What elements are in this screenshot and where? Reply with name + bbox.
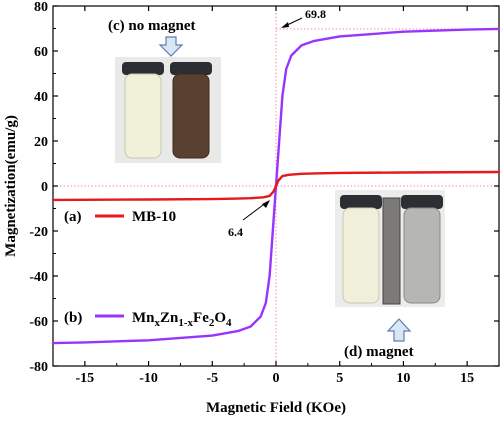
vial-milky — [124, 73, 162, 159]
axis-ticks — [52, 5, 500, 367]
x-tick-label: 15 — [460, 371, 474, 386]
formula-sub-x: x — [155, 317, 161, 329]
y-axis-title: Magnetization(emu/g) — [3, 115, 19, 257]
x-tick-label: 10 — [396, 371, 410, 386]
y-tick-label: -40 — [29, 270, 48, 285]
x-tick-label: -15 — [76, 371, 95, 386]
vial-brown — [172, 73, 210, 159]
x-tick-label: 5 — [336, 371, 343, 386]
magnet-bar — [382, 197, 401, 305]
arrowhead-icon — [281, 22, 289, 28]
series-layer — [51, 27, 501, 345]
formula-sub-2: 2 — [209, 317, 215, 329]
vial-cap — [401, 195, 443, 209]
magnet-label: (d) magnet — [344, 344, 414, 360]
y-tick-label: 60 — [34, 45, 48, 60]
legend-panel-b: (b) — [64, 310, 82, 326]
formula-fe: Fe — [193, 310, 209, 326]
y-tick-label: 40 — [34, 90, 48, 105]
y-tick-label: -20 — [29, 225, 48, 240]
vial-clear — [403, 207, 441, 304]
annotation-6-4: 6.4 — [228, 225, 243, 239]
y-tick-label: 20 — [34, 135, 48, 150]
formula-sub-1-x: 1-x — [178, 317, 193, 329]
up-arrow-icon — [386, 318, 412, 342]
formula-mn: Mn — [132, 310, 155, 326]
vial-cap — [122, 62, 164, 75]
legend-label-ferrite: MnxZn1-xFe2O4 — [132, 310, 232, 329]
formula-zn: Zn — [160, 310, 179, 326]
tick-labels: -15 -10 -5 0 5 10 15 -80 -60 -40 -20 0 20 40 60 80 — [29, 0, 474, 386]
vial-cap — [170, 62, 212, 75]
legend-label-mb10: MB-10 — [132, 209, 176, 225]
down-arrow-icon — [158, 36, 184, 57]
arrowhead-icon — [262, 200, 270, 208]
magnet-photo — [335, 190, 445, 307]
y-tick-label: -80 — [29, 360, 48, 375]
annotations: 69.8 6.4 — [228, 7, 326, 239]
vial-milky — [342, 207, 380, 304]
no-magnet-photo — [115, 57, 221, 163]
x-tick-label: -5 — [206, 371, 218, 386]
x-tick-label: -10 — [139, 371, 158, 386]
y-tick-label: 0 — [41, 180, 48, 195]
vial-cap — [340, 195, 382, 209]
formula-o: O — [214, 310, 226, 326]
legend-panel-a: (a) — [64, 209, 82, 225]
legend-item-ferrite: (b) MnxZn1-xFe2O4 — [64, 310, 232, 329]
annotation-69-8: 69.8 — [305, 7, 326, 21]
x-tick-label: 0 — [273, 371, 280, 386]
series-line-mb10 — [51, 170, 501, 202]
legend-item-mb10: (a) MB-10 — [64, 209, 176, 225]
y-tick-label: 80 — [34, 0, 48, 15]
formula-sub-4: 4 — [226, 317, 232, 329]
no-magnet-label: (c) no magnet — [108, 18, 195, 34]
x-axis-title: Magnetic Field (KOe) — [206, 400, 346, 416]
y-tick-label: -60 — [29, 315, 48, 330]
